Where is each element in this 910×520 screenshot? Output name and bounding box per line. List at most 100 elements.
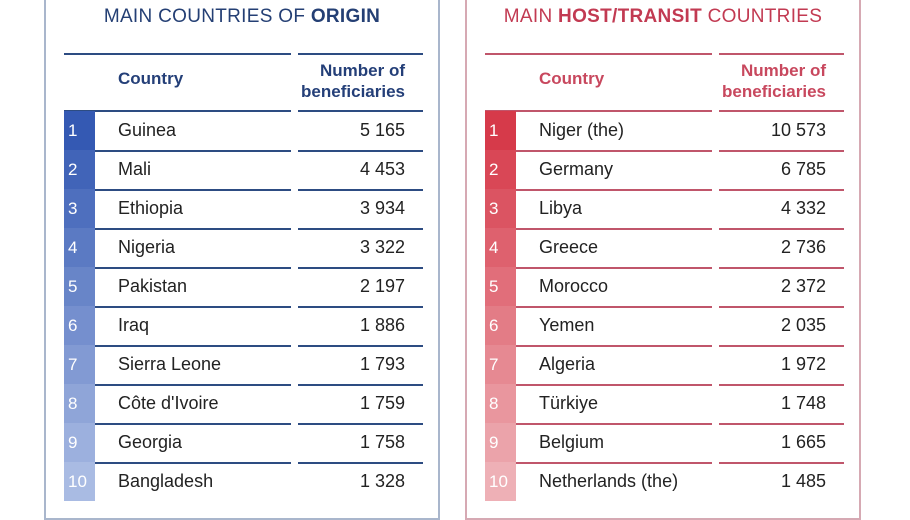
title-bold: ORIGIN [310,6,381,27]
divider [485,53,712,55]
divider [719,306,844,308]
rank-cell: 1 [64,111,95,150]
rank-cell: 6 [485,306,516,345]
origin-title: MAIN COUNTRIES OF ORIGIN [46,6,438,28]
country-cell: Guinea [118,120,177,140]
divider [298,228,423,230]
divider [298,189,423,191]
country-cell: Iraq [118,315,150,335]
divider [485,110,712,112]
beneficiaries-cell: 3 934 [359,198,405,218]
country-cell: Niger (the) [539,120,625,140]
beneficiaries-cell: 1 759 [359,393,405,413]
column-header-number: Number of beneficiaries [301,60,405,102]
divider [516,150,712,152]
divider [298,267,423,269]
header-line: beneficiaries [722,82,826,101]
divider [719,189,844,191]
country-cell: Georgia [118,432,183,452]
rank-cell: 10 [485,462,516,501]
divider [516,189,712,191]
origin-countries-panel: MAIN COUNTRIES OF ORIGIN Country Number … [44,0,440,520]
country-cell: Yemen [539,315,595,335]
host-countries-panel: MAIN HOST/TRANSIT COUNTRIES Country Numb… [465,0,861,520]
divider [95,150,291,152]
beneficiaries-cell: 2 736 [780,237,826,257]
divider [719,345,844,347]
country-cell: Nigeria [118,237,176,257]
beneficiaries-cell: 1 886 [359,315,405,335]
divider [298,384,423,386]
beneficiaries-cell: 6 785 [780,159,826,179]
divider [516,462,712,464]
rank-cell: 7 [64,345,95,384]
country-cell: Côte d'Ivoire [118,393,219,413]
country-cell: Germany [539,159,614,179]
country-cell: Algeria [539,354,596,374]
divider [95,423,291,425]
title-text: MAIN COUNTRIES OF [103,6,311,27]
divider [516,423,712,425]
rank-cell: 3 [485,189,516,228]
divider [719,150,844,152]
title-bold: HOST/TRANSIT [558,6,703,27]
divider [95,267,291,269]
country-cell: Belgium [539,432,605,452]
divider [719,110,844,112]
divider [516,306,712,308]
rank-cell: 10 [64,462,95,501]
divider [298,306,423,308]
divider [298,462,423,464]
divider [95,306,291,308]
header-line: Number of [320,61,405,80]
country-cell: Libya [539,198,583,218]
divider [64,110,291,112]
header-line: Number of [741,61,826,80]
beneficiaries-cell: 2 197 [359,276,405,296]
rank-cell: 7 [485,345,516,384]
divider [516,345,712,347]
beneficiaries-cell: 5 165 [359,120,405,140]
country-cell: Sierra Leone [118,354,222,374]
rank-cell: 6 [64,306,95,345]
divider [95,462,291,464]
divider [298,423,423,425]
divider [95,228,291,230]
beneficiaries-cell: 1 328 [359,471,405,491]
rank-cell: 9 [485,423,516,462]
country-cell: Morocco [539,276,609,296]
rank-cell: 9 [64,423,95,462]
rank-cell: 8 [485,384,516,423]
divider [298,150,423,152]
country-cell: Greece [539,237,599,257]
divider [95,345,291,347]
beneficiaries-cell: 1 485 [780,471,826,491]
beneficiaries-cell: 1 748 [780,393,826,413]
column-header-country: Country [118,69,184,88]
beneficiaries-cell: 1 758 [359,432,405,452]
beneficiaries-cell: 4 453 [359,159,405,179]
divider [298,345,423,347]
host-title: MAIN HOST/TRANSIT COUNTRIES [467,6,859,28]
divider [719,384,844,386]
country-cell: Ethiopia [118,198,184,218]
divider [516,228,712,230]
divider [719,53,844,55]
beneficiaries-cell: 4 332 [780,198,826,218]
beneficiaries-cell: 3 322 [359,237,405,257]
divider [516,384,712,386]
beneficiaries-cell: 1 972 [780,354,826,374]
title-text: MAIN [503,6,559,27]
rank-cell: 1 [485,111,516,150]
divider [719,267,844,269]
divider [95,384,291,386]
header-line: beneficiaries [301,82,405,101]
divider [719,462,844,464]
rank-cell: 2 [64,150,95,189]
rank-cell: 5 [485,267,516,306]
beneficiaries-cell: 2 035 [780,315,826,335]
country-cell: Bangladesh [118,471,214,491]
rank-cell: 4 [485,228,516,267]
country-cell: Türkiye [539,393,599,413]
beneficiaries-cell: 10 573 [770,120,826,140]
